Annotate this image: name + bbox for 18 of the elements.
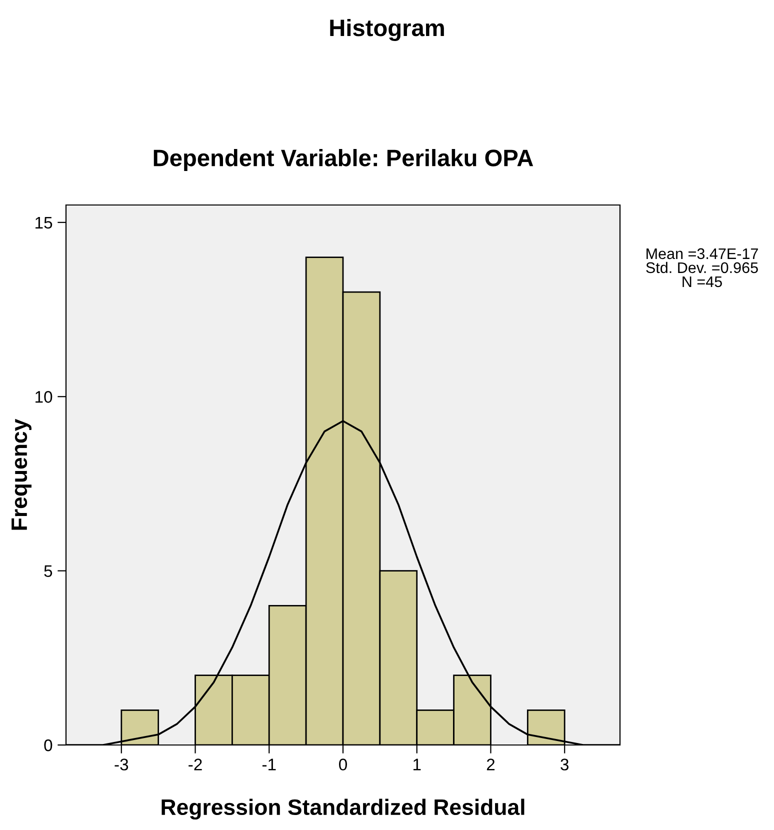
text: N =45	[682, 276, 722, 288]
x-tick-label: -1	[262, 758, 276, 770]
x-tick-label: 2	[486, 758, 495, 770]
y-tick-label: 5	[44, 565, 52, 578]
chart-title: Histogram	[330, 18, 444, 42]
y-tick-label: 15	[36, 216, 52, 229]
x-tick-label: 3	[560, 758, 568, 770]
chart-subtitle: Dependent Variable: Perilaku OPA	[154, 148, 534, 172]
y-tick-label: 10	[36, 391, 52, 403]
x-tick-label: -3	[114, 758, 128, 770]
x-tick-label: -2	[188, 758, 202, 770]
y-axis-title: Frequency	[12, 418, 32, 530]
x-tick-label: 0	[339, 758, 347, 770]
text: Mean =3.47E-17	[646, 248, 758, 260]
x-axis-title: Regression Standardized Residual	[162, 798, 524, 820]
text: Std. Dev. =0.965	[646, 262, 758, 274]
y-tick-label: 0	[44, 739, 52, 752]
x-tick-label: 1	[414, 758, 421, 770]
